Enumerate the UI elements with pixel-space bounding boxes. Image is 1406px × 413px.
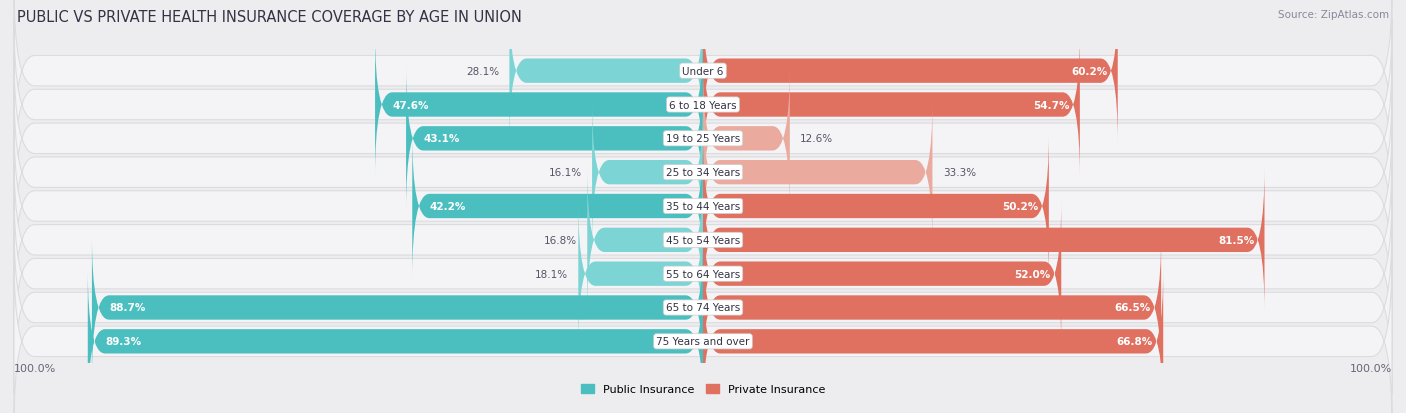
FancyBboxPatch shape bbox=[14, 222, 1392, 394]
Text: 55 to 64 Years: 55 to 64 Years bbox=[666, 269, 740, 279]
Text: 66.5%: 66.5% bbox=[1115, 303, 1152, 313]
Text: Source: ZipAtlas.com: Source: ZipAtlas.com bbox=[1278, 10, 1389, 20]
Text: 75 Years and over: 75 Years and over bbox=[657, 337, 749, 347]
Text: 35 to 44 Years: 35 to 44 Years bbox=[666, 202, 740, 211]
FancyBboxPatch shape bbox=[703, 269, 1163, 413]
Text: 65 to 74 Years: 65 to 74 Years bbox=[666, 303, 740, 313]
Text: 43.1%: 43.1% bbox=[423, 134, 460, 144]
Text: 18.1%: 18.1% bbox=[534, 269, 568, 279]
FancyBboxPatch shape bbox=[412, 134, 703, 279]
FancyBboxPatch shape bbox=[592, 100, 703, 245]
Text: 88.7%: 88.7% bbox=[110, 303, 145, 313]
FancyBboxPatch shape bbox=[703, 134, 1049, 279]
FancyBboxPatch shape bbox=[703, 202, 1062, 346]
Text: 33.3%: 33.3% bbox=[943, 168, 976, 178]
FancyBboxPatch shape bbox=[87, 269, 703, 413]
Text: 52.0%: 52.0% bbox=[1015, 269, 1050, 279]
FancyBboxPatch shape bbox=[703, 235, 1161, 380]
Text: 28.1%: 28.1% bbox=[465, 66, 499, 76]
FancyBboxPatch shape bbox=[91, 235, 703, 380]
FancyBboxPatch shape bbox=[14, 255, 1392, 413]
Text: 16.8%: 16.8% bbox=[544, 235, 576, 245]
Text: 16.1%: 16.1% bbox=[548, 168, 582, 178]
FancyBboxPatch shape bbox=[509, 0, 703, 144]
FancyBboxPatch shape bbox=[14, 188, 1392, 360]
Text: PUBLIC VS PRIVATE HEALTH INSURANCE COVERAGE BY AGE IN UNION: PUBLIC VS PRIVATE HEALTH INSURANCE COVER… bbox=[17, 10, 522, 25]
FancyBboxPatch shape bbox=[14, 154, 1392, 326]
Text: 25 to 34 Years: 25 to 34 Years bbox=[666, 168, 740, 178]
FancyBboxPatch shape bbox=[703, 100, 932, 245]
Text: 50.2%: 50.2% bbox=[1002, 202, 1039, 211]
Text: 89.3%: 89.3% bbox=[105, 337, 141, 347]
FancyBboxPatch shape bbox=[703, 168, 1264, 313]
Text: 19 to 25 Years: 19 to 25 Years bbox=[666, 134, 740, 144]
FancyBboxPatch shape bbox=[14, 87, 1392, 259]
Text: 42.2%: 42.2% bbox=[429, 202, 465, 211]
Text: 54.7%: 54.7% bbox=[1033, 100, 1070, 110]
Text: Under 6: Under 6 bbox=[682, 66, 724, 76]
Text: 66.8%: 66.8% bbox=[1116, 337, 1153, 347]
Text: 6 to 18 Years: 6 to 18 Years bbox=[669, 100, 737, 110]
FancyBboxPatch shape bbox=[588, 168, 703, 313]
FancyBboxPatch shape bbox=[14, 19, 1392, 191]
Text: 100.0%: 100.0% bbox=[14, 363, 56, 373]
FancyBboxPatch shape bbox=[14, 121, 1392, 292]
FancyBboxPatch shape bbox=[375, 33, 703, 178]
Text: 60.2%: 60.2% bbox=[1071, 66, 1108, 76]
FancyBboxPatch shape bbox=[703, 33, 1080, 178]
FancyBboxPatch shape bbox=[703, 67, 790, 211]
FancyBboxPatch shape bbox=[406, 67, 703, 211]
Text: 12.6%: 12.6% bbox=[800, 134, 834, 144]
Text: 47.6%: 47.6% bbox=[392, 100, 429, 110]
Text: 81.5%: 81.5% bbox=[1218, 235, 1254, 245]
Text: 100.0%: 100.0% bbox=[1350, 363, 1392, 373]
FancyBboxPatch shape bbox=[703, 0, 1118, 144]
FancyBboxPatch shape bbox=[578, 202, 703, 346]
Text: 45 to 54 Years: 45 to 54 Years bbox=[666, 235, 740, 245]
FancyBboxPatch shape bbox=[14, 0, 1392, 158]
FancyBboxPatch shape bbox=[14, 53, 1392, 225]
Legend: Public Insurance, Private Insurance: Public Insurance, Private Insurance bbox=[576, 380, 830, 399]
